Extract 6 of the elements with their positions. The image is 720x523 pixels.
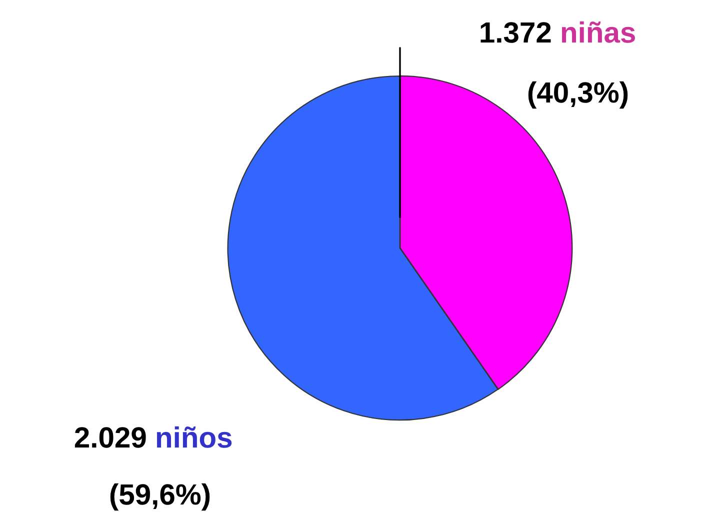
data-label: 1.372 (480, 22, 551, 43)
slice-label: niñas (562, 21, 635, 43)
text: (59,6%) (110, 483, 210, 511)
text: (40,3%) (528, 81, 628, 109)
data-label: 2.029 (74, 427, 146, 448)
slice-label: niños (156, 426, 232, 448)
